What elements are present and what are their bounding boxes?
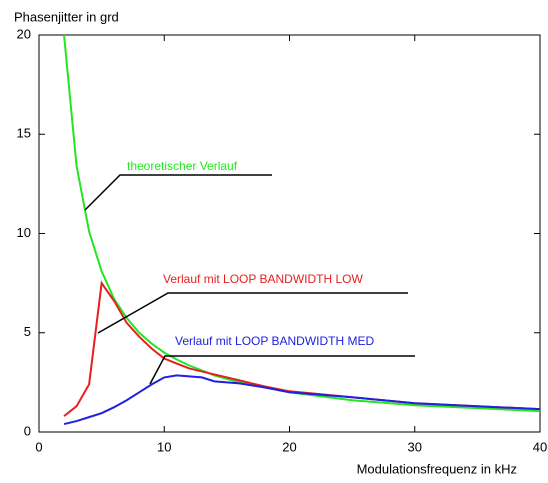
leader-line: [97, 292, 408, 334]
x-axis-label: Modulationsfrequenz in kHz: [357, 461, 517, 476]
x-tick-label: 0: [35, 439, 42, 454]
y-tick-label: 10: [17, 225, 31, 240]
chart-title: Phasenjitter in grd: [14, 9, 119, 24]
y-tick-label: 5: [24, 324, 31, 339]
x-tick-label: 40: [533, 439, 547, 454]
y-tick-label: 15: [17, 126, 31, 141]
leader-line: [149, 355, 415, 385]
y-tick-label: 20: [17, 26, 31, 41]
series-line: [63, 280, 541, 417]
plot-frame: [38, 34, 541, 433]
annotation: theoretischer Verlauf: [127, 159, 238, 173]
x-tick-label: 10: [157, 439, 171, 454]
y-tick-label: 0: [24, 423, 31, 438]
x-tick-label: 20: [282, 439, 296, 454]
series-line: [63, 374, 541, 426]
x-tick-label: 30: [408, 439, 422, 454]
leader-line: [84, 174, 272, 211]
annotation: Verlauf mit LOOP BANDWIDTH LOW: [163, 272, 363, 286]
annotation: Verlauf mit LOOP BANDWIDTH MED: [175, 334, 374, 348]
series-line: [63, 34, 541, 413]
